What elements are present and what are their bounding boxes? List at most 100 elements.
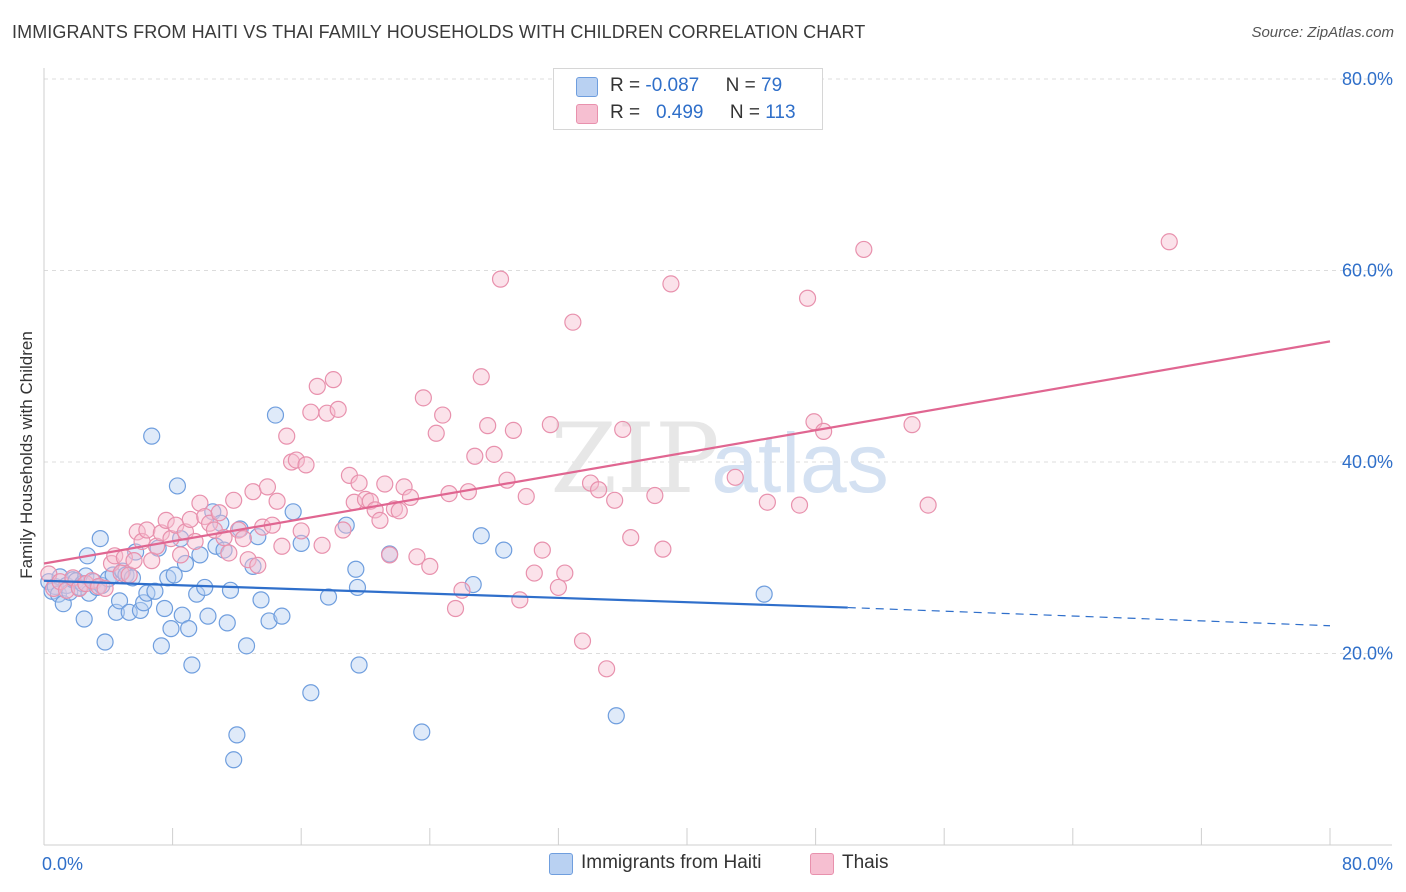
legend-n-value: 79 <box>761 75 783 96</box>
y-axis-label: Family Households with Children <box>17 331 36 579</box>
data-point <box>758 493 776 511</box>
data-point <box>220 544 238 562</box>
data-point <box>498 471 516 489</box>
data-point <box>292 534 310 552</box>
data-point <box>381 546 399 564</box>
bottom-legend-swatch-haiti <box>549 853 573 875</box>
data-point <box>302 684 320 702</box>
trend-line-haiti <box>43 579 848 609</box>
data-point <box>83 572 101 590</box>
data-point <box>395 478 413 496</box>
data-point <box>123 569 142 587</box>
data-point <box>143 552 161 570</box>
data-point <box>350 474 368 492</box>
y-tick-label: 60.0% <box>1342 261 1393 281</box>
data-point <box>96 633 114 651</box>
chart-title: IMMIGRANTS FROM HAITI VS THAI FAMILY HOU… <box>12 22 866 42</box>
data-point <box>96 579 114 597</box>
data-point <box>525 564 543 582</box>
data-point <box>408 548 426 566</box>
data-point <box>165 566 183 584</box>
data-point <box>361 492 379 510</box>
x-tick-label: 80.0% <box>1342 854 1393 874</box>
data-point <box>401 488 420 507</box>
data-point <box>249 528 267 546</box>
data-point <box>273 537 291 555</box>
data-point <box>413 723 431 741</box>
watermark-atlas: atlas <box>711 416 888 510</box>
data-point <box>302 403 320 421</box>
data-point <box>564 313 582 331</box>
data-point <box>726 468 744 486</box>
data-point <box>337 516 355 534</box>
data-point <box>268 492 286 510</box>
legend-n-value: 113 <box>765 102 796 123</box>
data-point <box>252 591 270 609</box>
data-point <box>472 527 490 545</box>
bottom-legend-label-thai: Thais <box>842 852 889 873</box>
trend-lines <box>43 340 1331 627</box>
data-point <box>517 487 535 506</box>
data-point <box>138 521 156 539</box>
data-point <box>573 632 592 650</box>
data-point <box>485 445 503 463</box>
y-tick-label: 40.0% <box>1342 452 1393 472</box>
data-point <box>135 594 153 612</box>
data-point <box>215 541 233 559</box>
data-point <box>414 389 432 407</box>
data-point <box>318 404 336 422</box>
data-point <box>167 516 185 534</box>
data-point <box>225 751 243 769</box>
data-point <box>75 610 93 628</box>
data-point <box>790 496 809 514</box>
watermark: ZIP atlas <box>550 403 888 515</box>
data-point <box>143 427 161 445</box>
data-point <box>278 427 296 445</box>
data-point <box>308 377 326 395</box>
data-point <box>125 552 143 570</box>
data-point <box>91 529 109 548</box>
data-point <box>157 511 175 530</box>
data-point <box>662 275 680 293</box>
x-tick-label: 0.0% <box>42 854 83 874</box>
data-point <box>313 536 331 554</box>
data-point <box>258 478 277 496</box>
data-point <box>181 510 199 529</box>
data-point <box>533 541 551 559</box>
axes <box>43 68 1392 846</box>
y-tick-label: 20.0% <box>1342 644 1393 664</box>
data-point <box>446 599 465 618</box>
data-point <box>234 529 252 548</box>
data-point <box>479 417 497 435</box>
data-point <box>110 592 129 610</box>
data-point <box>504 421 522 440</box>
trend-line-haiti-extension <box>847 606 1331 627</box>
data-point <box>183 656 201 674</box>
data-point <box>606 491 624 509</box>
legend-r-label: R = <box>610 75 646 96</box>
data-point <box>491 270 510 288</box>
data-point <box>919 496 937 514</box>
data-point <box>755 585 773 603</box>
data-point <box>598 660 616 678</box>
data-point <box>855 240 873 259</box>
data-point <box>152 637 170 655</box>
data-point <box>815 422 833 440</box>
data-point <box>228 726 246 744</box>
data-point <box>210 504 228 522</box>
legend-n-label: N = <box>729 102 766 123</box>
data-point <box>434 406 452 424</box>
source-credit: Source: ZipAtlas.com <box>1251 24 1394 41</box>
data-point <box>556 564 574 582</box>
data-point <box>260 612 278 630</box>
bottom-legend-label-haiti: Immigrants from Haiti <box>581 852 762 873</box>
data-point <box>146 582 164 600</box>
data-point <box>511 591 529 609</box>
data-point <box>319 588 338 606</box>
stats-legend: R = -0.087 N = 79 R = 0.499 N = 113 <box>553 68 823 130</box>
data-point <box>266 406 285 424</box>
data-point <box>155 599 174 618</box>
data-point <box>191 494 209 512</box>
data-point <box>347 560 365 578</box>
data-point <box>287 451 305 469</box>
